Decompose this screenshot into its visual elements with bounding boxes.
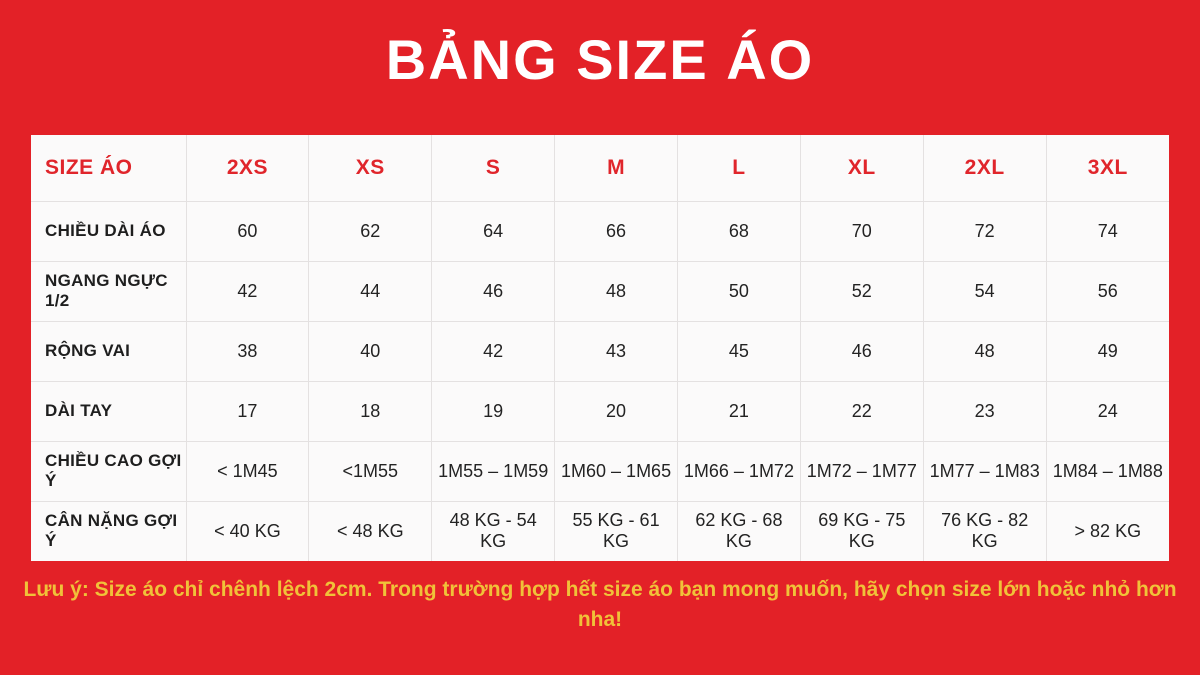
table-cell: 54 [922,260,1047,322]
table-cell: 64 [431,200,556,262]
row-label: CHIỀU CAO GỢI Ý [31,440,187,502]
column-header-3xl: 3XL [1045,135,1169,202]
column-header-xs: XS [308,135,433,202]
column-header-m: M [554,135,678,202]
table-cell: 50 [677,260,801,322]
table-cell: 21 [677,380,801,442]
table-cell: 48 KG - 54 KG [431,500,556,562]
table-row-dai-tay: DÀI TAY 17 18 19 20 21 22 23 24 [31,380,1169,442]
table-cell: 68 [677,200,801,262]
table-cell: 52 [799,260,924,322]
table-cell: 18 [308,380,433,442]
table-cell: 1M55 – 1M59 [431,440,556,502]
table-cell: 76 KG - 82 KG [922,500,1047,562]
table-cell: > 82 KG [1045,500,1169,562]
table-cell: 45 [677,320,801,382]
column-header-xl: XL [799,135,924,202]
table-cell: 60 [185,200,310,262]
table-cell: 49 [1045,320,1169,382]
table-cell: 1M72 – 1M77 [799,440,924,502]
row-label: DÀI TAY [31,380,187,442]
table-cell: 46 [431,260,556,322]
table-cell: 62 KG - 68 KG [677,500,801,562]
table-cell: 69 KG - 75 KG [799,500,924,562]
table-cell: 44 [308,260,433,322]
table-cell: < 48 KG [308,500,433,562]
table-cell: 17 [185,380,310,442]
column-header-2xs: 2XS [185,135,310,202]
row-label: CÂN NẶNG GỢI Ý [31,500,187,562]
table-row-chieu-dai-ao: CHIỀU DÀI ÁO 60 62 64 66 68 70 72 74 [31,200,1169,262]
table-cell: 38 [185,320,310,382]
row-label: NGANG NGỰC 1/2 [31,260,187,322]
table-cell: < 1M45 [185,440,310,502]
table-row-rong-vai: RỘNG VAI 38 40 42 43 45 46 48 49 [31,320,1169,382]
table-cell: 19 [431,380,556,442]
table-cell: 20 [554,380,678,442]
row-label: CHIỀU DÀI ÁO [31,200,187,262]
column-header-s: S [431,135,556,202]
table-cell: 62 [308,200,433,262]
table-cell: 74 [1045,200,1169,262]
table-cell: 48 [554,260,678,322]
note-text: Lưu ý: Size áo chỉ chênh lệch 2cm. Trong… [23,578,1177,631]
table-cell: 43 [554,320,678,382]
table-cell: 70 [799,200,924,262]
column-header-l: L [677,135,801,202]
table-cell: 48 [922,320,1047,382]
table-row-chieu-cao: CHIỀU CAO GỢI Ý < 1M45 <1M55 1M55 – 1M59… [31,440,1169,502]
table-header-row: SIZE ÁO 2XS XS S M L XL 2XL 3XL [31,135,1169,202]
table-row-can-nang: CÂN NẶNG GỢI Ý < 40 KG < 48 KG 48 KG - 5… [31,500,1169,562]
column-header-2xl: 2XL [922,135,1047,202]
table-cell: <1M55 [308,440,433,502]
table-cell: 40 [308,320,433,382]
table-cell: < 40 KG [185,500,310,562]
table-cell: 1M60 – 1M65 [554,440,678,502]
table-cell: 46 [799,320,924,382]
table-cell: 56 [1045,260,1169,322]
size-table: SIZE ÁO 2XS XS S M L XL 2XL 3XL CHIỀU DÀ… [31,135,1169,562]
table-cell: 1M84 – 1M88 [1045,440,1169,502]
corner-header-size-ao: SIZE ÁO [31,135,187,202]
table-cell: 66 [554,200,678,262]
table-row-ngang-nguc: NGANG NGỰC 1/2 42 44 46 48 50 52 54 56 [31,260,1169,322]
row-label: RỘNG VAI [31,320,187,382]
table-cell: 55 KG - 61 KG [554,500,678,562]
table-cell: 42 [431,320,556,382]
table-cell: 72 [922,200,1047,262]
table-cell: 42 [185,260,310,322]
page-title: BẢNG SIZE ÁO [385,28,815,91]
table-cell: 1M66 – 1M72 [677,440,801,502]
table-cell: 22 [799,380,924,442]
table-cell: 23 [922,380,1047,442]
table-cell: 1M77 – 1M83 [922,440,1047,502]
size-chart-page: BẢNG SIZE ÁO SIZE ÁO 2XS XS S M L XL 2XL… [23,28,1177,631]
table-cell: 24 [1045,380,1169,442]
